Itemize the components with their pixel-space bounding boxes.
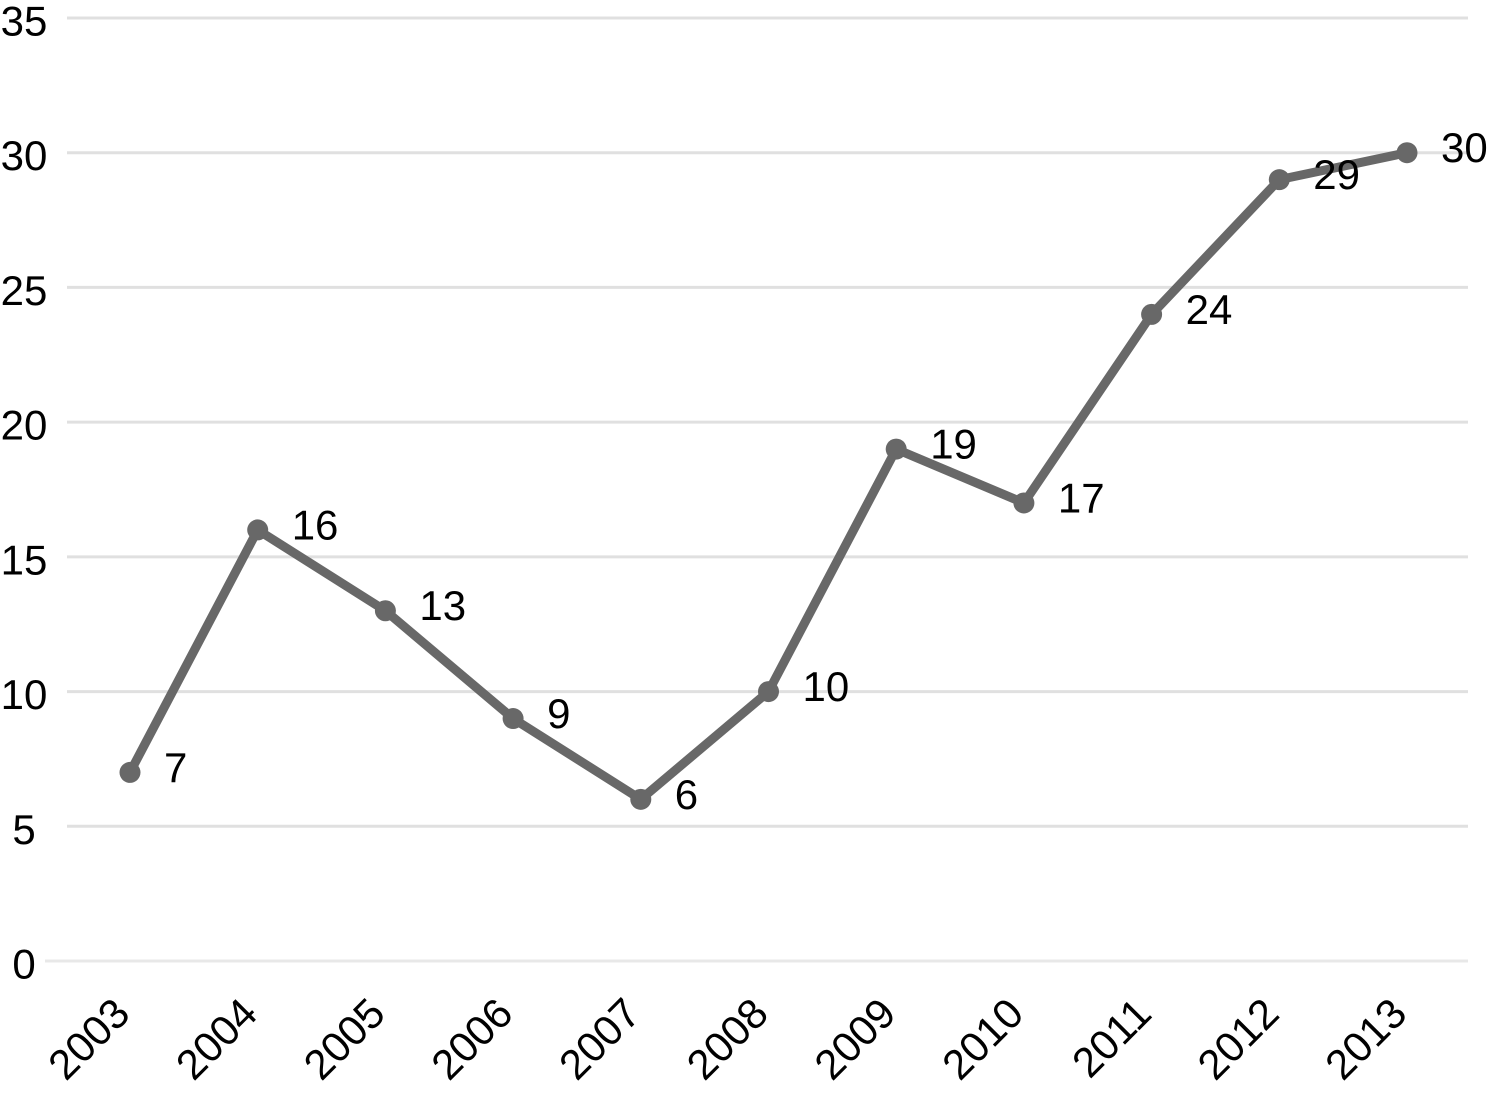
data-point xyxy=(502,708,524,730)
x-tick-label: 2009 xyxy=(805,989,904,1088)
x-axis-labels-group: 2003 2004 2005 2006 2007 2008 2009 2010 2011 2012… xyxy=(39,989,1415,1088)
y-tick-label: 20 xyxy=(1,402,48,449)
x-tick-label: 2005 xyxy=(294,989,393,1088)
data-point xyxy=(885,438,907,460)
data-point xyxy=(1141,303,1163,325)
x-tick-label: 2008 xyxy=(678,989,777,1088)
data-label: 29 xyxy=(1313,151,1360,198)
data-point xyxy=(119,761,141,783)
y-tick-label: 10 xyxy=(1,671,48,718)
data-label: 16 xyxy=(292,501,339,548)
x-tick-label: 2010 xyxy=(933,989,1032,1088)
y-tick-label: 30 xyxy=(1,132,48,179)
data-label: 30 xyxy=(1441,124,1488,171)
x-tick-label: 2004 xyxy=(167,989,266,1088)
data-labels-group: 7 16 13 9 6 10 19 17 24 29 30 xyxy=(164,124,1488,818)
data-label: 6 xyxy=(675,771,698,818)
data-point xyxy=(1013,492,1035,514)
y-tick-label: 35 xyxy=(1,0,48,45)
data-label: 9 xyxy=(547,690,570,737)
data-label: 19 xyxy=(930,421,977,468)
x-tick-label: 2012 xyxy=(1188,989,1287,1088)
data-point xyxy=(1396,142,1418,164)
data-point xyxy=(1268,169,1290,191)
data-point xyxy=(630,788,652,810)
x-tick-label: 2006 xyxy=(422,989,521,1088)
data-label: 13 xyxy=(419,582,466,629)
data-point xyxy=(758,681,779,703)
data-label: 7 xyxy=(164,744,187,791)
data-point xyxy=(247,519,269,541)
y-axis-labels-group: 0 5 10 15 20 25 30 35 xyxy=(1,0,48,988)
y-tick-label: 25 xyxy=(1,267,48,314)
series-line xyxy=(125,148,1412,804)
data-label: 24 xyxy=(1186,286,1233,333)
y-tick-label: 5 xyxy=(12,806,35,853)
y-tick-label: 0 xyxy=(12,941,35,988)
series-group xyxy=(119,142,1418,810)
gridlines-group xyxy=(45,16,1468,963)
x-tick-label: 2013 xyxy=(1316,989,1415,1088)
x-tick-label: 2011 xyxy=(1063,989,1160,1086)
data-label: 17 xyxy=(1058,474,1105,521)
x-tick-label: 2007 xyxy=(550,989,649,1088)
data-point xyxy=(374,600,396,622)
data-label: 10 xyxy=(803,663,850,710)
x-tick-label: 2003 xyxy=(39,989,138,1088)
y-tick-label: 15 xyxy=(1,536,48,583)
